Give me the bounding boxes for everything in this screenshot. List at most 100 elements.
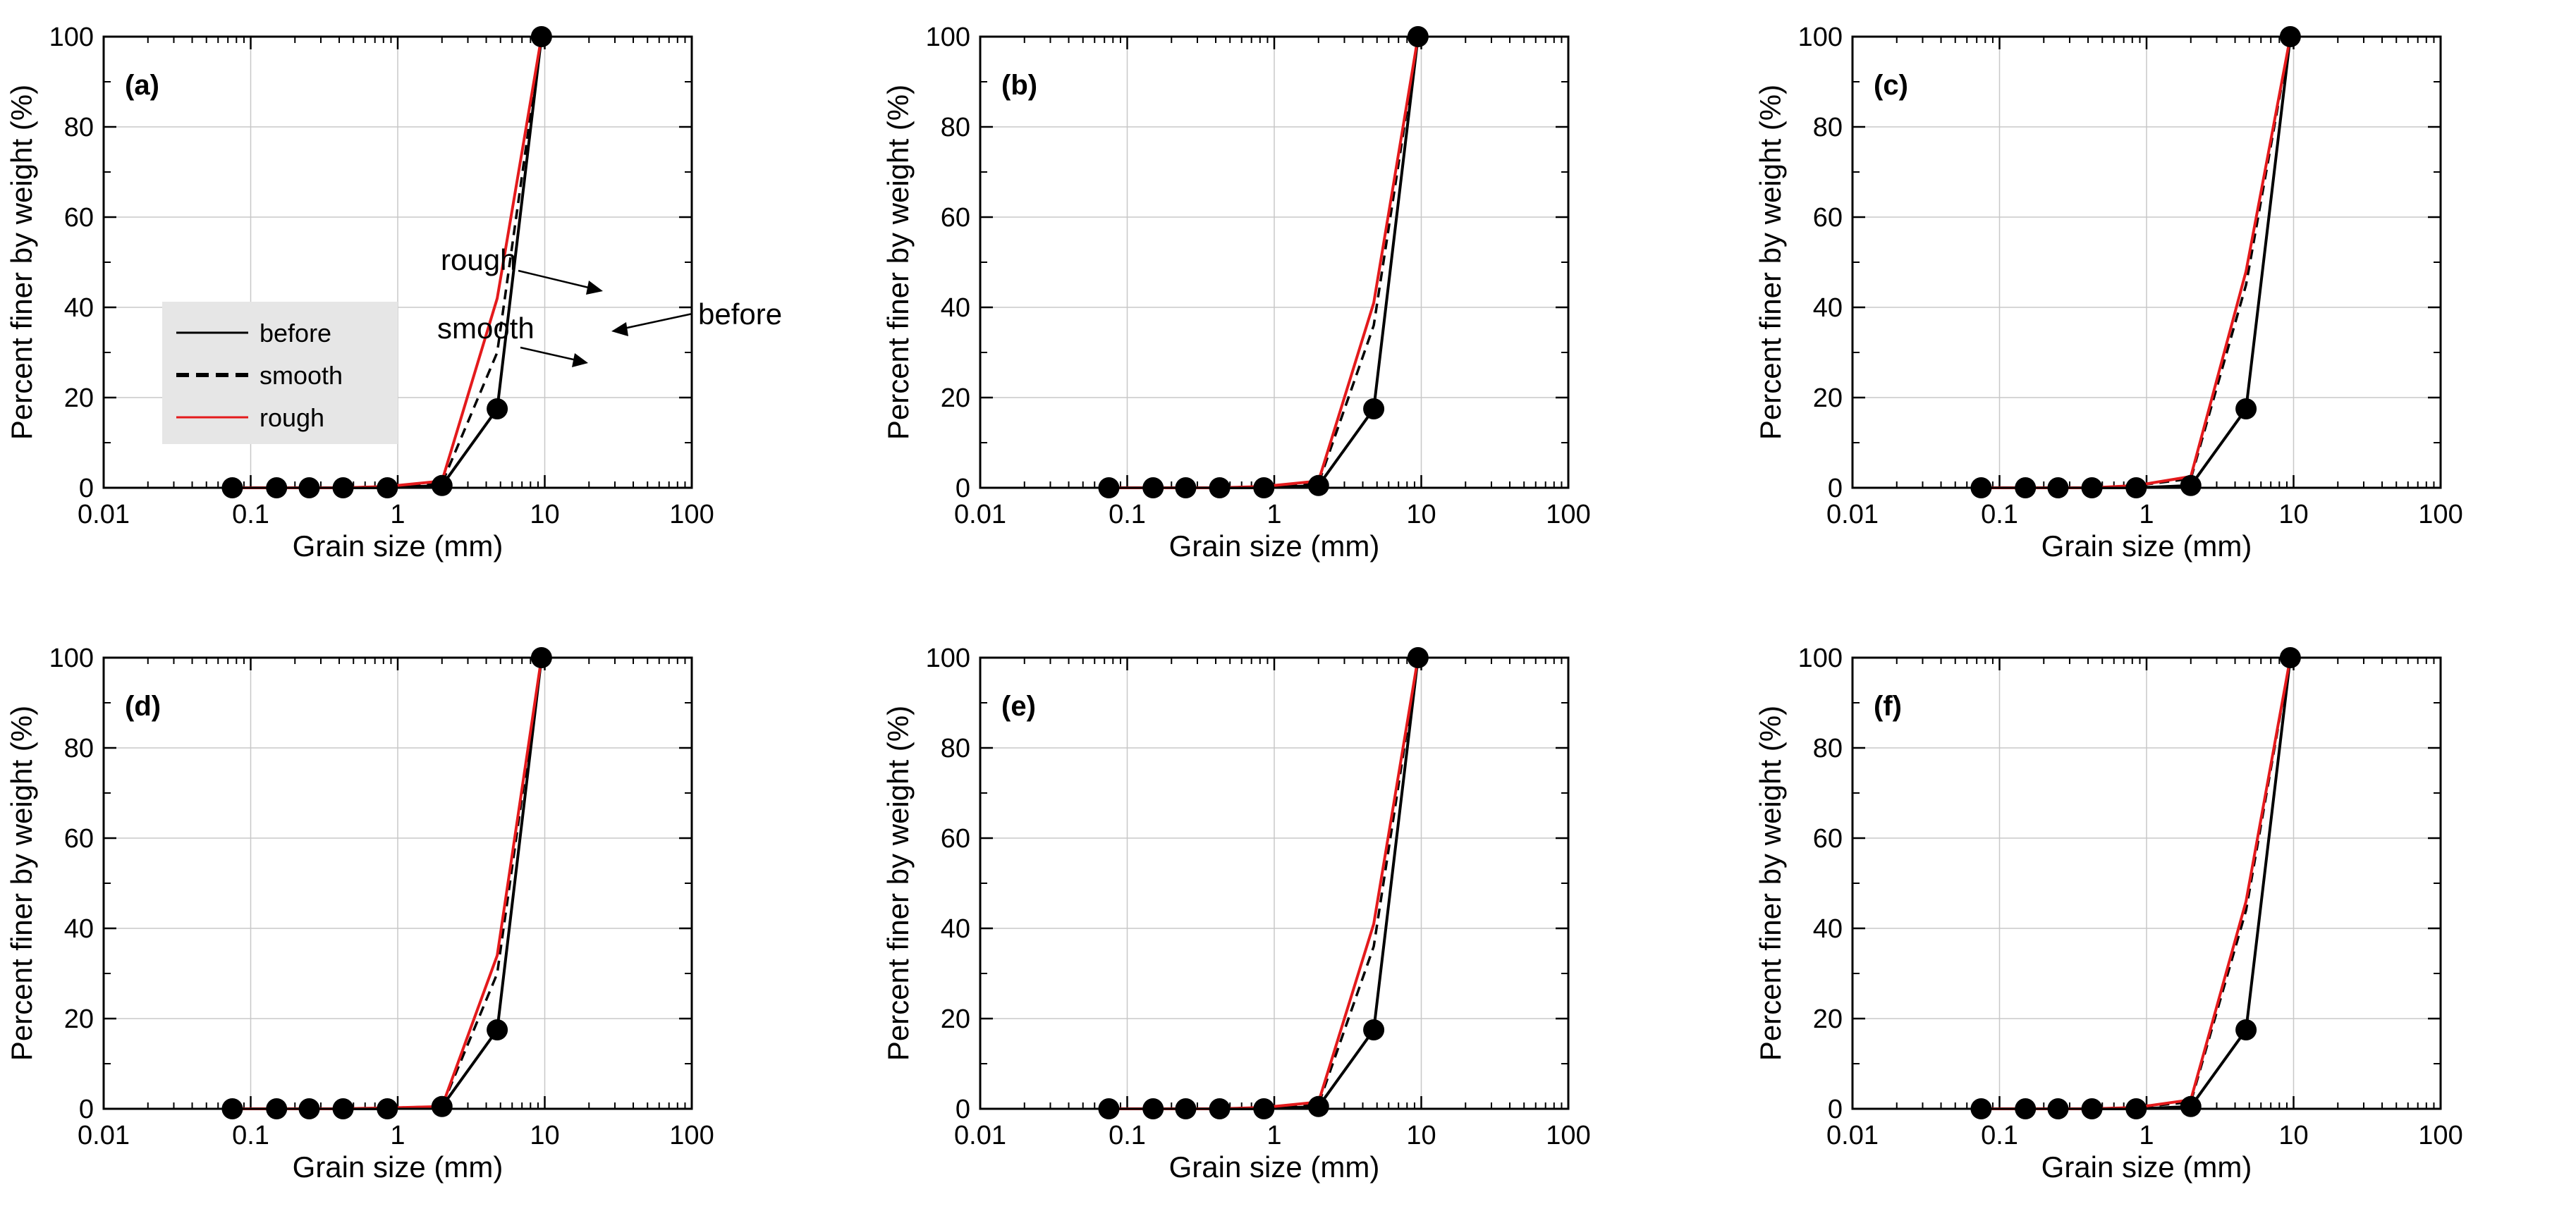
y-tick-label: 20 [941, 1004, 970, 1034]
x-tick-label: 100 [1546, 500, 1590, 529]
annotations: rough smooth before [437, 243, 782, 367]
panel-d: 0.01 0.1 1 10 100 0 20 40 60 80 100 (d) Grain size (… [5, 644, 714, 1184]
y-axis-title: Percent finer by weight (%) [881, 85, 915, 440]
series-line-rough [232, 657, 543, 1110]
y-tick-label: 60 [64, 203, 94, 233]
x-tick-label: 0.1 [232, 1121, 269, 1150]
data-point-before [431, 1095, 453, 1117]
y-tick-label: 100 [926, 23, 970, 52]
x-tick-label: 10 [530, 500, 559, 529]
y-axis-title: Percent finer by weight (%) [5, 85, 38, 440]
plot-frame [1851, 656, 2442, 1110]
series-line-smooth [232, 657, 543, 1110]
series-line-smooth [1981, 657, 2292, 1110]
series-line-smooth [1981, 36, 2292, 489]
y-tick-label: 0 [956, 474, 970, 503]
annotation-arrowhead-smooth [572, 353, 588, 367]
panel-a: 0.01 0.1 1 10 100 0 20 40 60 80 100 (a) Grain size (… [5, 23, 714, 563]
x-tick-label: 0.1 [1109, 500, 1146, 529]
series-line-rough [1109, 36, 1420, 489]
x-tick-label: 10 [2278, 500, 2308, 529]
panel-label: (f) [1874, 691, 1902, 722]
data-point-before [1363, 398, 1385, 419]
y-tick-label: 60 [64, 824, 94, 854]
x-tick-label: 1 [2139, 500, 2154, 529]
x-tick-label: 100 [669, 500, 714, 529]
series-line-before [1981, 657, 2292, 1110]
y-tick-label: 20 [64, 1004, 94, 1034]
x-tick-label: 10 [2278, 1121, 2308, 1150]
x-tick-label: 10 [1406, 1121, 1436, 1150]
series-line-before [1109, 36, 1420, 489]
legend-label-before: before [260, 319, 331, 348]
y-tick-label: 80 [64, 734, 94, 763]
data-point-before [2180, 1095, 2202, 1117]
y-tick-label: 0 [79, 474, 94, 503]
y-tick-label: 40 [64, 293, 94, 323]
series-line-rough [1981, 36, 2292, 489]
data-point-before [487, 1019, 508, 1040]
y-tick-label: 20 [1813, 1004, 1843, 1034]
x-tick-label: 100 [2418, 1121, 2462, 1150]
series-line-smooth [1109, 36, 1420, 489]
x-tick-label: 0.1 [232, 500, 269, 529]
y-tick-label: 100 [926, 644, 970, 673]
series-line-rough [1981, 657, 2292, 1110]
y-axis-title: Percent finer by weight (%) [881, 706, 915, 1061]
overlay-layer: before smooth rough rough smooth before [162, 243, 782, 444]
x-axis-title: Grain size (mm) [2041, 1150, 2252, 1184]
y-tick-label: 40 [1813, 293, 1843, 323]
x-tick-label: 100 [669, 1121, 714, 1150]
x-tick-label: 1 [390, 1121, 405, 1150]
x-axis-title: Grain size (mm) [2041, 529, 2252, 563]
y-tick-label: 80 [941, 734, 970, 763]
legend-label-rough: rough [260, 403, 324, 432]
data-point-before [2235, 1019, 2257, 1040]
y-tick-label: 20 [64, 383, 94, 413]
data-point-before [2180, 474, 2202, 496]
annotation-arrow-before [620, 312, 693, 331]
y-tick-label: 60 [941, 824, 970, 854]
y-tick-label: 0 [956, 1095, 970, 1124]
x-tick-label: 0.01 [1826, 1121, 1879, 1150]
y-tick-label: 40 [941, 914, 970, 944]
annotation-arrowhead-before [611, 322, 628, 336]
data-point-before [487, 398, 508, 419]
series-line-rough [1109, 657, 1420, 1110]
y-axis-title: Percent finer by weight (%) [1754, 85, 1787, 440]
panel-label: (c) [1874, 70, 1908, 101]
annotation-arrow-rough [518, 269, 595, 290]
y-tick-label: 80 [941, 113, 970, 142]
x-tick-label: 0.1 [1109, 1121, 1146, 1150]
y-tick-label: 100 [1798, 644, 1843, 673]
panel-label: (b) [1001, 70, 1037, 101]
x-tick-label: 0.01 [954, 1121, 1006, 1150]
annotation-smooth: smooth [437, 312, 535, 345]
data-point-before [1307, 1095, 1329, 1117]
panel-f: 0.01 0.1 1 10 100 0 20 40 60 80 100 (f) Grain size (… [1754, 644, 2463, 1184]
plot-frame [979, 656, 1570, 1110]
annotation-before: before [698, 297, 782, 331]
legend-label-smooth: smooth [260, 361, 343, 390]
annotation-arrowhead-rough [586, 281, 603, 295]
y-tick-label: 0 [79, 1095, 94, 1124]
y-tick-label: 60 [941, 203, 970, 233]
plot-frame [979, 35, 1570, 489]
annotation-rough: rough [441, 243, 516, 276]
x-axis-title: Grain size (mm) [1169, 1150, 1380, 1184]
y-tick-label: 40 [1813, 914, 1843, 944]
y-tick-label: 80 [64, 113, 94, 142]
y-tick-label: 80 [1813, 734, 1843, 763]
x-tick-label: 0.01 [78, 1121, 130, 1150]
data-point-before [1363, 1019, 1385, 1040]
x-tick-label: 0.01 [954, 500, 1006, 529]
x-axis-title: Grain size (mm) [293, 1150, 503, 1184]
x-tick-label: 100 [1546, 1121, 1590, 1150]
series-line-before [232, 657, 543, 1110]
legend: before smooth rough [162, 302, 398, 444]
plot-frame [102, 35, 693, 489]
annotation-arrow-smooth [520, 346, 580, 362]
y-tick-label: 100 [49, 23, 94, 52]
